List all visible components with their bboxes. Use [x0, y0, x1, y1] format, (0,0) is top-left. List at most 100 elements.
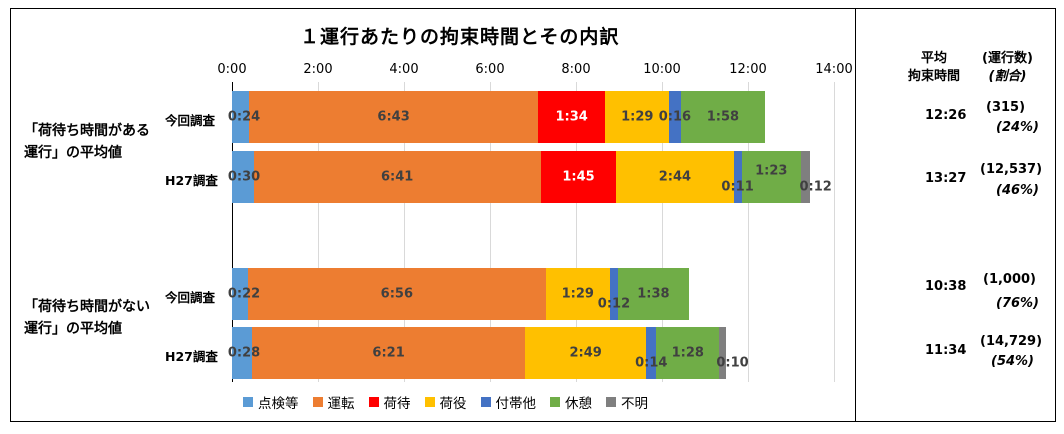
x-tick-label: 4:00	[389, 62, 419, 77]
legend-swatch	[424, 397, 435, 407]
avg-time-value: 10:38	[925, 279, 967, 294]
gridline	[662, 82, 663, 382]
bar-segment	[801, 151, 810, 203]
data-label: 6:56	[380, 286, 413, 302]
header-count: (運行数) (割合)	[982, 50, 1033, 86]
legend-swatch	[606, 397, 616, 407]
legend-item: 点検等	[243, 392, 299, 412]
data-label: 2:44	[658, 169, 692, 185]
legend-item: 運転	[312, 392, 355, 412]
bar-segment	[719, 327, 727, 379]
bar-segment	[616, 151, 734, 203]
bar-segment	[680, 91, 766, 143]
legend-swatch	[243, 397, 253, 407]
data-label: 6:21	[372, 345, 405, 361]
gridline	[834, 82, 835, 382]
legend-swatch	[368, 397, 379, 407]
x-tick-label: 14:00	[815, 62, 853, 77]
data-label: 0:11	[721, 179, 754, 195]
avg-time-value: 11:34	[925, 343, 967, 358]
legend-item: 付帯他	[480, 392, 537, 412]
legend: 点検等 運転 荷待 荷役 付帯他 休憩 不明	[243, 392, 648, 412]
x-tick-label: 12:00	[729, 62, 767, 77]
bar-segment	[741, 151, 802, 203]
data-label: 1:23	[755, 163, 788, 179]
header-avg-line2: 拘束時間	[908, 69, 961, 84]
stacked-bar	[0, 268, 1064, 320]
bar-segment	[540, 151, 617, 203]
table-border-bottom	[856, 421, 1056, 422]
data-label: 0:12	[597, 296, 631, 312]
data-label: 0:12	[799, 179, 832, 195]
bar-segment	[232, 151, 254, 203]
stacked-bar	[0, 91, 1064, 143]
data-label: 0:14	[635, 355, 668, 371]
gridline	[576, 82, 577, 382]
data-label: 0:10	[716, 355, 749, 371]
bar-segment	[656, 327, 720, 379]
header-count-line2: (割合)	[988, 69, 1027, 84]
legend-label: 点検等	[258, 396, 299, 412]
bar-segment	[609, 268, 619, 320]
legend-item: 荷待	[368, 392, 411, 412]
data-label: 0:16	[658, 109, 692, 125]
data-label: 1:29	[561, 286, 594, 302]
ratio-value: (54%)	[991, 354, 1034, 369]
bar-segment	[545, 268, 610, 320]
legend-swatch	[312, 397, 323, 407]
group-label-line2: 運行」の平均値	[24, 145, 122, 161]
table-border-top	[856, 8, 1056, 9]
bar-segment	[525, 327, 647, 379]
stacked-bar	[0, 327, 1064, 379]
legend-label: 運転	[327, 396, 355, 412]
count-value: (14,729)	[980, 334, 1043, 349]
bar-segment	[232, 268, 248, 320]
data-label: 1:34	[555, 109, 588, 125]
data-label: 1:28	[671, 345, 704, 361]
table-border-right	[1055, 8, 1056, 422]
count-value: (315)	[986, 100, 1026, 115]
data-label: 1:58	[706, 109, 740, 125]
legend-label: 付帯他	[495, 396, 537, 412]
legend-item: 荷役	[424, 392, 467, 412]
group-label-line1: 「荷待ち時間がある	[24, 123, 150, 139]
legend-item: 不明	[606, 392, 648, 412]
group-label-no-wait: 「荷待ち時間がない 運行」の平均値	[24, 296, 150, 340]
bar-segment	[249, 91, 538, 143]
data-label: 0:30	[227, 169, 261, 185]
category-label: 今回調査	[165, 113, 216, 128]
bar-segment	[247, 268, 546, 320]
bar-segment	[733, 151, 742, 203]
gridline	[404, 82, 405, 382]
y-axis-line	[232, 82, 233, 382]
count-value: (1,000)	[983, 272, 1037, 287]
x-tick-label: 8:00	[561, 62, 591, 77]
x-tick-label: 0:00	[217, 62, 247, 77]
data-label: 0:28	[227, 345, 261, 361]
legend-item: 休憩	[550, 392, 592, 412]
gridline	[318, 82, 319, 382]
bar-segment	[646, 327, 657, 379]
group-label-with-wait: 「荷待ち時間がある 運行」の平均値	[24, 120, 150, 164]
category-label: 今回調査	[165, 290, 216, 305]
group-label-line1: 「荷待ち時間がない	[24, 299, 150, 315]
chart-frame	[10, 8, 856, 422]
data-label: 1:38	[637, 286, 670, 302]
bar-segment	[605, 91, 670, 143]
data-label: 2:49	[569, 345, 602, 361]
header-avg-line1: 平均	[921, 51, 948, 66]
category-label: H27調査	[165, 173, 218, 188]
gridline	[748, 82, 749, 382]
bar-segment	[618, 268, 689, 320]
avg-time-value: 13:27	[925, 171, 967, 186]
count-value: (12,537)	[980, 162, 1043, 177]
gridline	[490, 82, 491, 382]
x-tick-label: 10:00	[643, 62, 681, 77]
avg-time-value: 12:26	[925, 108, 967, 123]
data-label: 6:43	[377, 109, 410, 125]
data-label: 0:22	[227, 286, 261, 302]
bar-segment	[252, 327, 526, 379]
bar-segment	[232, 327, 253, 379]
x-tick-label: 6:00	[475, 62, 505, 77]
stacked-bar	[0, 151, 1064, 203]
